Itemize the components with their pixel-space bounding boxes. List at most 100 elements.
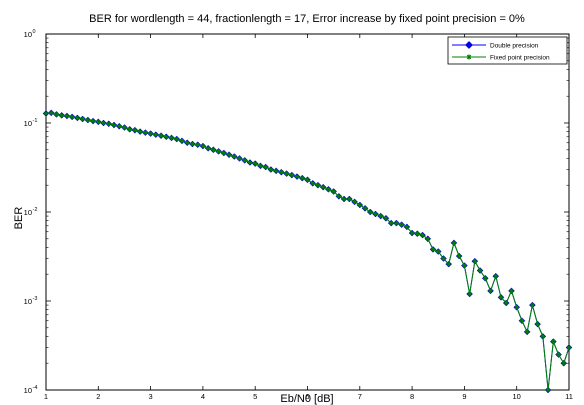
data-point-fixed xyxy=(101,120,106,126)
data-point-fixed xyxy=(326,187,331,192)
x-tick-label: 9 xyxy=(462,392,466,401)
data-point-fixed xyxy=(284,171,289,176)
data-point-fixed xyxy=(462,263,467,268)
data-point-fixed xyxy=(96,119,101,125)
y-tick-label: 10 xyxy=(24,297,32,306)
data-point-fixed xyxy=(195,142,200,147)
data-point-fixed xyxy=(158,133,164,138)
data-point-fixed xyxy=(488,288,493,294)
legend-box xyxy=(447,36,568,65)
data-point-fixed xyxy=(164,134,169,139)
data-point-fixed xyxy=(535,321,540,327)
data-point-fixed xyxy=(347,196,352,202)
data-point-fixed xyxy=(122,125,127,130)
data-point-fixed xyxy=(383,216,389,221)
legend-marker-double xyxy=(465,41,473,49)
data-point-fixed xyxy=(514,305,519,310)
data-point-fixed xyxy=(509,288,514,294)
data-point-fixed xyxy=(441,256,446,261)
data-point-fixed xyxy=(90,118,96,124)
data-point-fixed xyxy=(205,146,211,151)
legend-label-double: Double precision xyxy=(490,43,539,50)
data-point-fixed xyxy=(551,339,556,344)
data-point-fixed xyxy=(430,247,436,252)
plot-area xyxy=(45,33,570,391)
chart-title: BER for wordlength = 44, fractionlength … xyxy=(89,13,525,25)
x-tick-label: 7 xyxy=(358,392,362,401)
data-point-fixed xyxy=(493,273,498,279)
data-point-fixed xyxy=(352,199,357,205)
data-point-fixed xyxy=(341,196,347,202)
y-tick-exponent: 0 xyxy=(33,29,36,35)
data-point-fixed xyxy=(232,154,237,159)
data-point-fixed xyxy=(148,131,153,136)
x-axis-label: Eb/N0 [dB] xyxy=(280,393,333,405)
data-point-fixed xyxy=(279,170,284,175)
data-point-fixed xyxy=(169,135,174,141)
y-axis-label: BER xyxy=(13,207,25,230)
data-point-fixed xyxy=(415,231,420,236)
data-point-fixed xyxy=(373,211,378,217)
data-point-fixed xyxy=(242,158,247,163)
data-point-fixed xyxy=(456,253,462,259)
data-point-fixed xyxy=(174,136,179,142)
data-point-fixed xyxy=(436,249,441,254)
data-point-fixed xyxy=(226,152,232,157)
x-tick-label: 8 xyxy=(410,392,414,401)
data-point-fixed xyxy=(253,161,258,166)
y-tick-label: 10 xyxy=(24,119,32,128)
data-point-fixed xyxy=(137,129,143,134)
data-point-fixed xyxy=(216,149,221,154)
data-point-fixed xyxy=(336,194,342,199)
data-point-fixed xyxy=(190,141,195,147)
data-point-fixed xyxy=(320,184,326,190)
data-point-fixed xyxy=(483,276,488,281)
y-tick-exponent: -4 xyxy=(33,385,38,391)
data-point-fixed xyxy=(524,329,530,335)
data-point-fixed xyxy=(211,147,216,152)
data-point-fixed xyxy=(85,117,91,123)
legend-label-fixed: Fixed point precision xyxy=(490,55,550,62)
data-point-fixed xyxy=(80,116,85,122)
x-tick-label: 4 xyxy=(201,392,205,401)
data-point-fixed xyxy=(378,213,383,219)
data-point-fixed xyxy=(446,261,451,267)
data-point-fixed xyxy=(106,121,111,126)
y-tick-label: 10 xyxy=(24,386,32,395)
data-point-fixed xyxy=(357,202,362,208)
data-point-fixed xyxy=(504,300,509,306)
data-point-fixed xyxy=(273,168,279,174)
x-tick-label: 3 xyxy=(149,392,153,401)
data-point-fixed xyxy=(331,189,336,194)
data-point-fixed xyxy=(200,143,206,149)
data-point-fixed xyxy=(399,222,404,227)
data-point-fixed xyxy=(310,181,315,186)
data-point-fixed xyxy=(300,175,305,181)
y-tick-label: 10 xyxy=(24,208,32,217)
data-point-fixed xyxy=(111,122,117,128)
data-point-fixed xyxy=(540,334,546,339)
legend-marker-fixed xyxy=(466,54,472,60)
data-point-fixed xyxy=(221,150,227,156)
x-tick-label: 5 xyxy=(253,392,257,401)
data-point-fixed xyxy=(64,113,70,119)
data-point-fixed xyxy=(132,128,138,133)
data-point-fixed xyxy=(409,230,415,236)
data-point-fixed xyxy=(315,183,321,188)
data-point-fixed xyxy=(237,156,242,161)
y-tick-exponent: -3 xyxy=(33,296,38,302)
x-tick-label: 6 xyxy=(305,392,309,401)
data-point-fixed xyxy=(258,163,263,169)
data-point-fixed xyxy=(420,232,425,238)
data-point-fixed xyxy=(556,352,561,357)
data-point-fixed xyxy=(519,318,525,323)
data-point-fixed xyxy=(477,268,483,273)
data-point-fixed xyxy=(451,240,457,246)
data-point-fixed xyxy=(545,387,551,393)
data-point-fixed xyxy=(143,130,148,135)
data-point-fixed xyxy=(498,295,504,300)
data-point-fixed xyxy=(394,220,399,226)
data-point-fixed xyxy=(69,114,75,120)
